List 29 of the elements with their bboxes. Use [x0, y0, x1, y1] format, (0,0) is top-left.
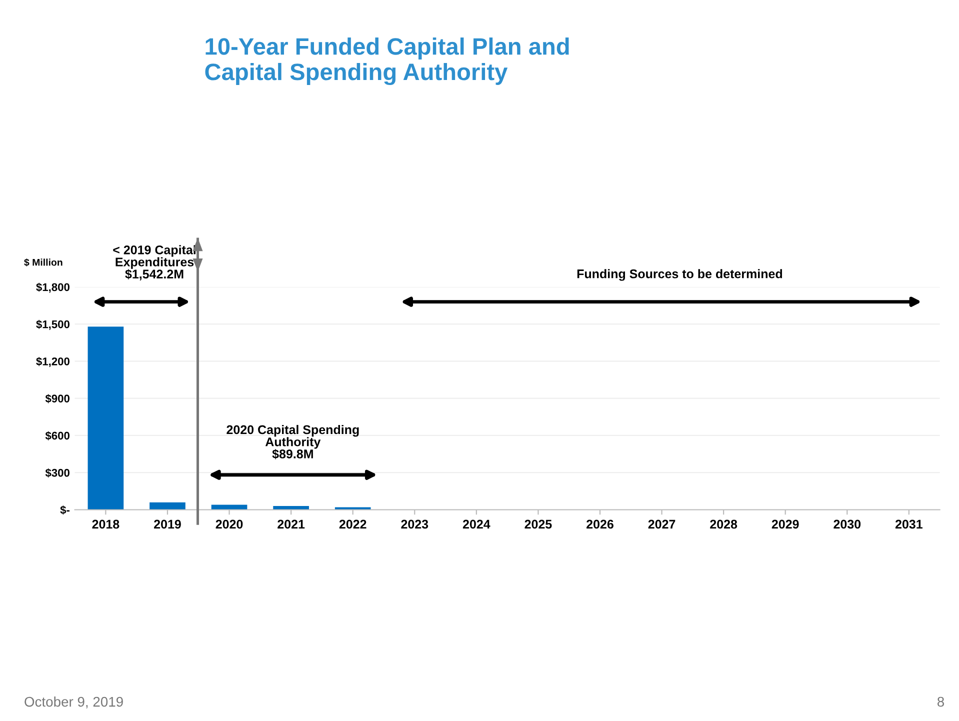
x-tick-label: 2024	[462, 520, 490, 529]
text: October 9, 2019	[24, 696, 123, 708]
x-tick-label: 2025	[524, 520, 552, 529]
x-tick-label: 2023	[401, 520, 428, 529]
y-axis-title: $ Million	[24, 258, 62, 266]
bar	[88, 326, 124, 510]
x-tick-label: 2019	[154, 520, 181, 529]
x-tick-label: 2028	[710, 520, 738, 529]
x-tick-label: 2030	[834, 520, 861, 529]
x-tick-label: 2018	[92, 520, 120, 529]
x-tick-label: 2020	[216, 520, 243, 529]
x-tick-label: 2022	[339, 520, 366, 529]
y-tick-label: $600	[45, 431, 70, 440]
text: Funding Sources to be determined	[577, 269, 782, 281]
annotation: 2020 Capital Spending Authority $89.8M	[226, 424, 359, 460]
y-tick-label: $1,200	[36, 357, 70, 367]
x-tick-label: 2027	[648, 520, 676, 529]
x-tick-label: 2031	[895, 520, 922, 529]
y-tick-label: $-	[60, 506, 70, 515]
y-tick-label: $300	[45, 468, 70, 478]
text: 8	[937, 696, 944, 707]
y-tick-label: $900	[45, 394, 70, 404]
chart-title: 10-Year Funded Capital Plan and Capital Spending Authority	[205, 38, 569, 86]
x-tick-label: 2026	[586, 520, 614, 529]
x-tick-label: 2029	[772, 520, 799, 529]
y-tick-label: $1,500	[36, 320, 70, 330]
y-tick-label: $1,800	[36, 282, 70, 293]
text: < 2019 Capital Expenditures $1,542.2M	[113, 245, 196, 280]
x-tick-label: 2021	[278, 520, 305, 529]
